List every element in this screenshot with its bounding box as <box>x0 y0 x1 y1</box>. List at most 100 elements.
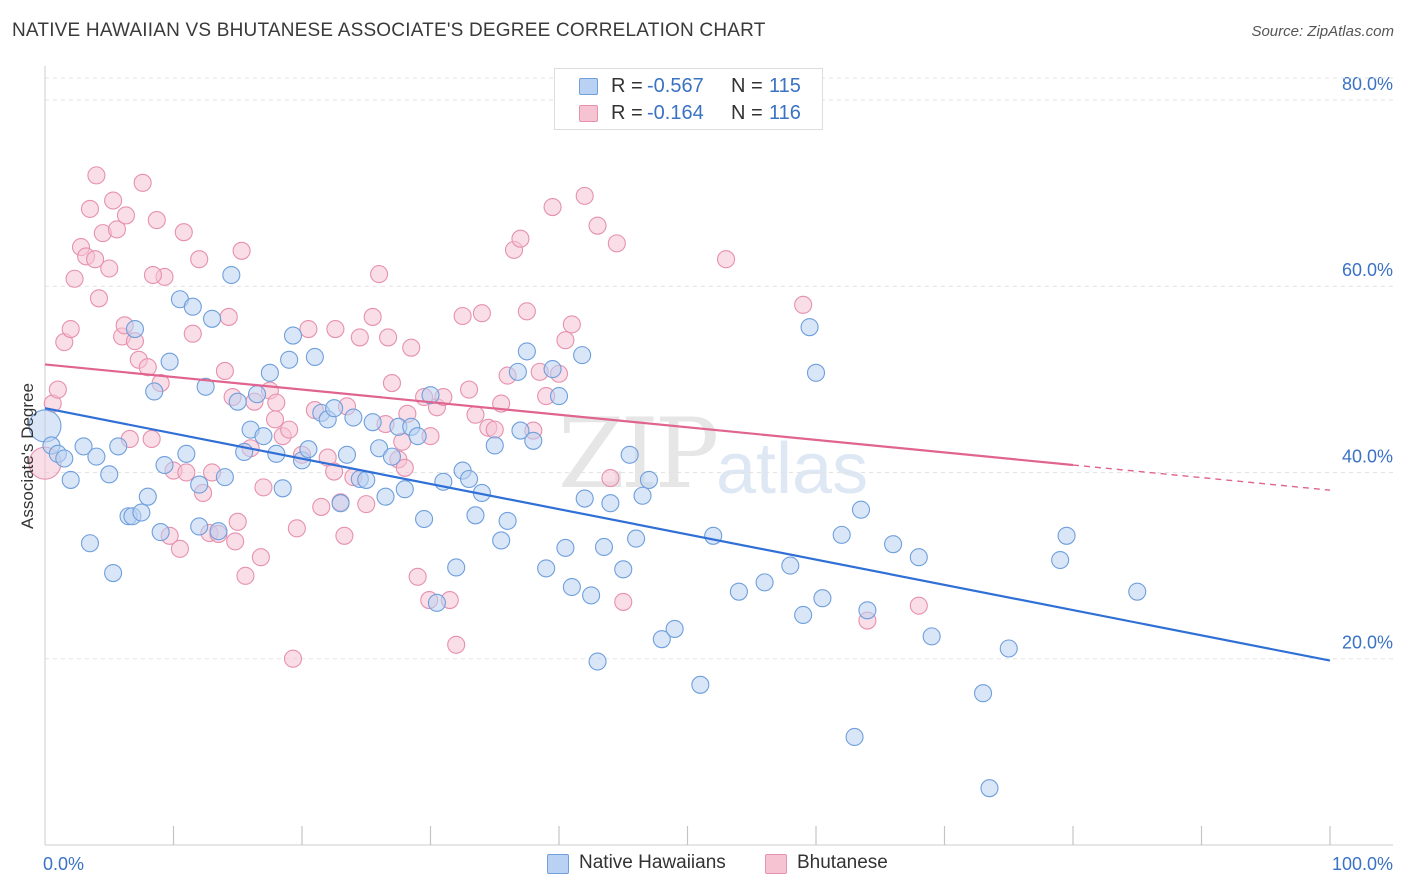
native-hawaiians-point <box>190 517 209 536</box>
native-hawaiians-point <box>498 511 517 530</box>
native-hawaiians-point <box>247 385 267 404</box>
native-hawaiians-point <box>196 377 215 396</box>
native-hawaiians-point <box>614 560 633 579</box>
bhutanese-point <box>716 250 736 269</box>
native-hawaiians-point <box>524 431 543 450</box>
bhutanese-trendline <box>44 363 1074 467</box>
bhutanese-point <box>61 319 80 339</box>
native-hawaiians-point <box>190 475 209 494</box>
native-hawaiians-point <box>363 413 382 432</box>
bhutanese-point <box>408 567 427 586</box>
stats-legend: R = -0.567 N = 115 R = -0.164 N = 116 <box>554 68 823 130</box>
bhutanese-point <box>215 361 234 381</box>
y-tick-label: 60.0% <box>1342 260 1393 280</box>
y-tick-label: 20.0% <box>1342 633 1393 653</box>
native-hawaiians-point <box>280 350 299 369</box>
native-hawaiians-point <box>492 531 511 550</box>
native-hawaiians-point <box>794 605 813 625</box>
native-hawaiians-point <box>344 408 363 427</box>
bhutanese-point <box>254 478 273 497</box>
x-tick-label: 100.0% <box>1332 854 1393 874</box>
stats-row-native-hawaiians: R = -0.567 N = 115 <box>555 73 822 101</box>
native-hawaiians-point <box>273 479 292 498</box>
bhutanese-point <box>280 420 299 439</box>
native-hawaiians-point <box>601 494 620 513</box>
native-hawaiians-point <box>325 399 344 418</box>
bhutanese-point <box>143 265 162 285</box>
bhutanese-point <box>265 410 285 429</box>
native-hawaiians-point <box>1051 550 1070 570</box>
bhutanese-point <box>80 199 100 218</box>
native-hawaiians-point <box>155 455 174 475</box>
native-hawaiians-point <box>55 449 74 468</box>
native-hawaiians-point <box>203 309 222 328</box>
bhutanese-point <box>472 304 491 323</box>
bhutanese-point <box>517 302 536 321</box>
native-hawaiians-point <box>215 468 234 487</box>
bhutanese-point <box>267 393 286 412</box>
bhutanese-point <box>614 592 633 611</box>
native-hawaiians-point <box>806 363 826 382</box>
bhutanese-point <box>511 229 530 248</box>
bhutanese-point <box>447 635 466 654</box>
bhutanese-point <box>326 319 345 339</box>
native-hawaiians-point <box>222 265 241 285</box>
bhutanese-point <box>312 497 331 516</box>
native-hawaiians-swatch <box>579 78 598 95</box>
native-hawaiians-point <box>562 577 581 597</box>
native-hawaiians-point <box>74 437 93 456</box>
native-hawaiians-point <box>447 558 466 577</box>
native-hawaiians-point <box>370 439 389 458</box>
native-hawaiians-point <box>549 387 569 406</box>
native-hawaiians-point <box>704 526 723 545</box>
bhutanese-point <box>601 469 620 488</box>
native-hawaiians-point <box>109 437 128 456</box>
bhutanese-point <box>138 358 157 377</box>
bhutanese-point <box>357 495 376 514</box>
native-hawaiians-point <box>337 445 357 464</box>
r-value: -0.567 <box>647 75 704 97</box>
native-hawaiians-legend-swatch <box>547 854 569 874</box>
bhutanese-point <box>147 211 166 230</box>
bhutanese-point <box>335 526 354 545</box>
y-tick-label: 80.0% <box>1342 74 1393 94</box>
bhutanese-point <box>556 331 575 350</box>
native-hawaiians-point <box>283 326 303 345</box>
bhutanese-point <box>174 223 193 242</box>
native-hawaiians-point <box>575 489 594 508</box>
r-value: -0.164 <box>647 102 704 124</box>
native-hawaiians-point <box>177 444 196 463</box>
bhutanese-point <box>575 186 594 205</box>
bhutanese-point <box>100 259 119 278</box>
native-hawaiians-point <box>183 297 202 316</box>
native-hawaiians-point <box>209 522 228 541</box>
bhutanese-point <box>170 539 189 558</box>
n-label: N = <box>731 102 763 124</box>
native-hawaiians-point <box>331 494 350 513</box>
y-axis-label: Associate's Degree <box>18 383 37 529</box>
stats-row-bhutanese: R = -0.164 N = 116 <box>555 100 822 128</box>
native-hawaiians-point <box>909 548 928 567</box>
native-hawaiians-point <box>884 535 903 554</box>
bhutanese-point <box>562 315 581 334</box>
bhutanese-point <box>226 532 245 551</box>
native-hawaiians-point <box>556 538 575 557</box>
native-hawaiians-point <box>104 564 123 583</box>
r-label: R = <box>611 75 643 97</box>
native-hawaiians-point <box>980 779 999 798</box>
native-hawaiians-point <box>459 469 479 489</box>
native-hawaiians-point <box>228 392 247 411</box>
bhutanese-point <box>299 319 318 339</box>
native-hawaiians-point <box>511 421 530 440</box>
native-hawaiians-point <box>627 529 646 548</box>
native-hawaiians-trendline <box>44 407 1331 662</box>
y-tick-label: 40.0% <box>1342 446 1393 466</box>
bhutanese-point <box>232 241 251 260</box>
bhutanese-point <box>402 338 421 357</box>
bhutanese-point <box>607 234 626 253</box>
native-hawaiians-point <box>800 318 819 337</box>
bhutanese-point <box>228 512 247 531</box>
native-hawaiians-point <box>357 470 376 489</box>
bhutanese-point <box>89 289 109 308</box>
bhutanese-point <box>116 206 136 225</box>
